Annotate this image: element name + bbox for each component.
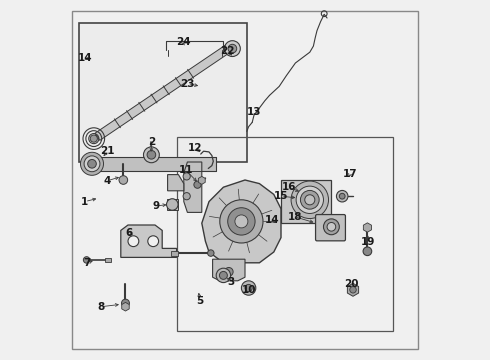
- Text: 15: 15: [274, 191, 288, 201]
- Text: 21: 21: [100, 146, 115, 156]
- Polygon shape: [213, 259, 245, 281]
- FancyBboxPatch shape: [316, 215, 345, 241]
- Circle shape: [291, 181, 328, 219]
- Circle shape: [337, 190, 348, 202]
- Circle shape: [119, 176, 127, 184]
- Circle shape: [245, 284, 252, 292]
- Polygon shape: [95, 43, 233, 140]
- Text: 6: 6: [125, 228, 133, 238]
- Circle shape: [122, 299, 129, 307]
- Text: 18: 18: [288, 212, 302, 222]
- Text: 3: 3: [227, 276, 234, 287]
- Text: 8: 8: [98, 302, 105, 312]
- Circle shape: [363, 247, 372, 256]
- Text: 2: 2: [148, 137, 156, 147]
- Circle shape: [228, 208, 255, 235]
- Circle shape: [90, 135, 98, 142]
- Circle shape: [167, 199, 178, 210]
- FancyBboxPatch shape: [171, 251, 178, 256]
- Circle shape: [183, 173, 190, 180]
- Polygon shape: [121, 225, 176, 257]
- FancyBboxPatch shape: [105, 258, 111, 262]
- Text: 7: 7: [84, 258, 91, 268]
- Text: 9: 9: [152, 201, 159, 211]
- Circle shape: [208, 250, 214, 256]
- Circle shape: [350, 287, 356, 293]
- FancyBboxPatch shape: [281, 180, 331, 223]
- Text: 13: 13: [247, 107, 261, 117]
- Circle shape: [84, 156, 100, 172]
- Circle shape: [296, 186, 323, 213]
- Circle shape: [339, 193, 345, 199]
- Text: 11: 11: [178, 165, 193, 175]
- Text: 1: 1: [81, 197, 88, 207]
- Text: 14: 14: [77, 53, 92, 63]
- Text: 20: 20: [344, 279, 359, 289]
- Text: 22: 22: [220, 46, 235, 56]
- Circle shape: [220, 200, 263, 243]
- Circle shape: [224, 41, 240, 57]
- Text: 5: 5: [196, 296, 204, 306]
- Circle shape: [224, 267, 233, 276]
- Text: 10: 10: [242, 285, 256, 295]
- Text: 14: 14: [265, 215, 279, 225]
- FancyBboxPatch shape: [90, 157, 216, 171]
- Circle shape: [300, 190, 319, 209]
- Bar: [79, 23, 247, 162]
- Circle shape: [242, 281, 256, 295]
- Circle shape: [220, 271, 227, 279]
- Text: 16: 16: [282, 182, 296, 192]
- Circle shape: [183, 193, 190, 200]
- Text: 12: 12: [188, 143, 202, 153]
- Circle shape: [147, 150, 156, 159]
- Circle shape: [228, 44, 237, 53]
- Text: 24: 24: [176, 37, 191, 48]
- Polygon shape: [202, 180, 281, 263]
- Circle shape: [323, 219, 339, 235]
- Circle shape: [80, 152, 103, 175]
- Text: 23: 23: [180, 78, 195, 89]
- Polygon shape: [168, 175, 184, 191]
- Polygon shape: [184, 162, 202, 212]
- Circle shape: [83, 257, 90, 263]
- Circle shape: [305, 195, 315, 205]
- Circle shape: [194, 181, 201, 188]
- Circle shape: [144, 147, 159, 163]
- Circle shape: [148, 236, 159, 247]
- Text: 19: 19: [361, 237, 375, 247]
- Text: 17: 17: [343, 168, 357, 179]
- Circle shape: [128, 236, 139, 247]
- Circle shape: [327, 222, 336, 231]
- Circle shape: [235, 215, 248, 228]
- Circle shape: [216, 268, 231, 283]
- Text: 4: 4: [104, 176, 111, 186]
- FancyBboxPatch shape: [167, 199, 178, 210]
- Circle shape: [88, 159, 97, 168]
